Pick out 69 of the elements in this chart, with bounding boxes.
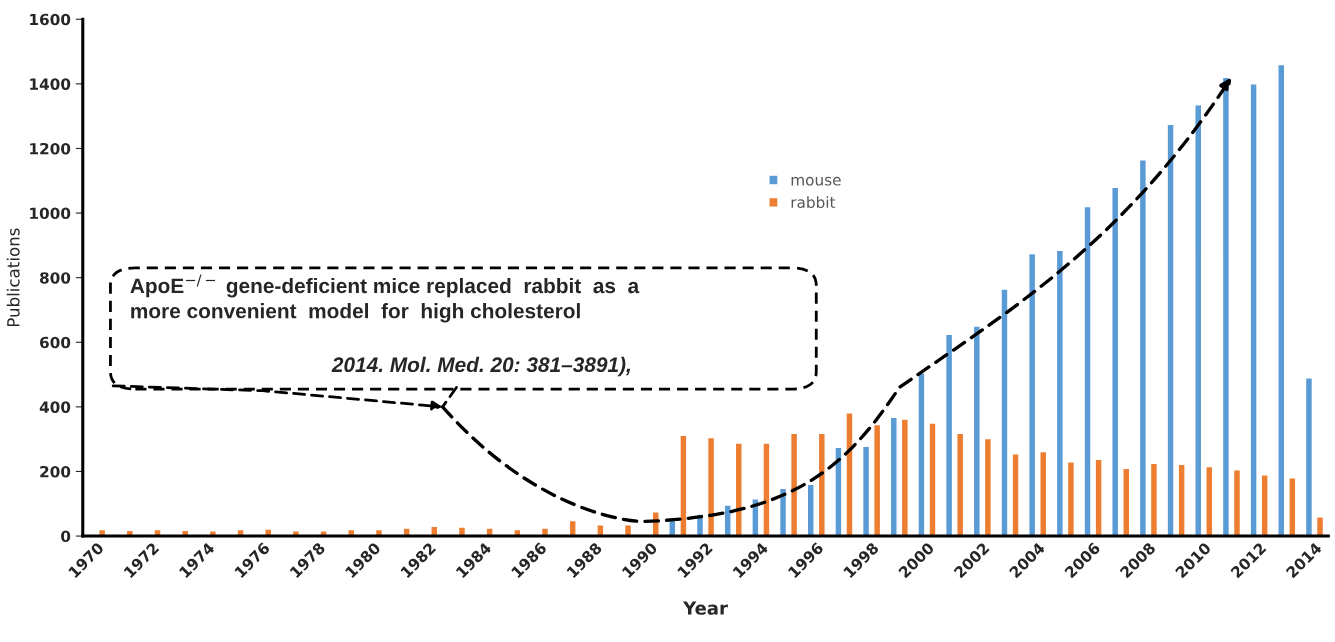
bar [1000,288,1009,537]
bar [1083,205,1092,537]
bar [889,416,898,537]
y-tick-label: 1000 [30,207,71,220]
y-tick-label: 800 [40,272,71,284]
bar [1205,465,1214,537]
bar [1177,463,1186,537]
bar [485,527,494,537]
bar [917,372,926,537]
bar [1122,467,1131,537]
y-tick-label: 1400 [30,78,71,90]
bar [1277,63,1286,537]
bar [1094,458,1103,537]
bar [568,519,577,537]
bar [623,524,633,537]
bar [972,325,981,537]
bar [1039,450,1048,537]
y-tick-label: 200 [40,465,71,478]
annotation: 2014. Mol. Med. 20: 381–3891), [331,356,631,377]
bar [706,436,716,537]
bar [153,528,162,537]
bar [817,432,826,537]
bar [834,446,843,537]
bar [723,504,732,537]
y-axis-title: Publications [6,228,20,327]
bar [1111,186,1120,537]
y-tick-label: 1600 [30,13,71,26]
bar [1166,123,1175,537]
bar [806,483,815,537]
bar [319,530,328,537]
x-axis-title: Year [682,601,728,615]
bar [1138,159,1148,537]
bar [1194,104,1203,537]
bar [679,434,688,537]
bar [944,333,954,537]
bar [900,418,909,537]
annotation: ApoE$^{−/−}$ gene-deficient mice replaced rabbit as a more convenient model for high cholesterol [130,274,640,323]
bar [1055,249,1064,537]
y-tick-label: 400 [39,401,71,413]
y-tick-label: 1200 [30,142,71,155]
bar [402,527,411,537]
bar [873,423,882,537]
legend-label: mouse [791,176,841,186]
bar [1304,377,1314,537]
bar [762,442,771,537]
bar [596,524,605,537]
bar [1249,83,1258,537]
bar [734,442,743,537]
y-tick-label: 0 [61,530,71,543]
bar [789,432,799,537]
y-tick-label: 600 [40,336,71,349]
bar [1028,252,1037,537]
bar [457,526,467,537]
bar [1066,461,1076,537]
bar [1011,453,1020,537]
bar [1288,477,1297,537]
legend-label: rabbit [791,196,836,209]
bar [845,411,854,537]
bar [236,528,245,537]
bar [956,432,965,537]
bar [861,445,871,537]
bar [928,422,937,537]
bar [1315,515,1325,537]
bar [1232,469,1242,537]
bar [1221,76,1231,537]
bar [1149,462,1159,537]
bar [983,437,993,537]
bar [1260,474,1269,537]
bar [540,527,550,537]
